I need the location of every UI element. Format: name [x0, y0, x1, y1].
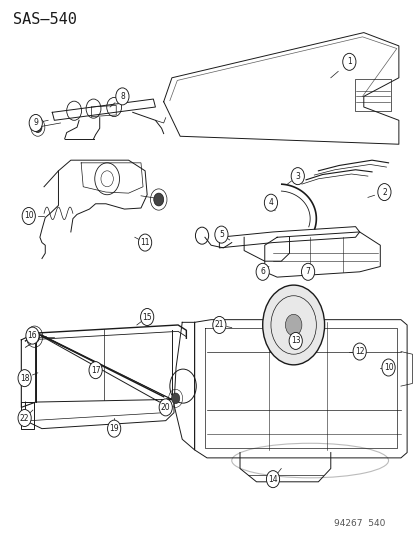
Text: 20: 20 [161, 403, 170, 412]
Text: 6: 6 [260, 268, 264, 276]
Circle shape [342, 53, 355, 70]
Circle shape [18, 409, 31, 426]
Text: 16: 16 [28, 331, 37, 340]
Circle shape [288, 333, 301, 350]
Text: 18: 18 [20, 374, 29, 383]
Text: 21: 21 [214, 320, 223, 329]
Text: 19: 19 [109, 424, 119, 433]
Text: 1: 1 [346, 58, 351, 66]
Circle shape [256, 263, 268, 280]
Circle shape [262, 285, 324, 365]
Circle shape [29, 330, 39, 343]
Text: 5: 5 [218, 230, 223, 239]
Circle shape [89, 362, 102, 378]
Text: 10: 10 [383, 363, 392, 372]
Text: 17: 17 [90, 366, 100, 375]
Circle shape [377, 183, 390, 200]
Text: 13: 13 [290, 336, 300, 345]
Circle shape [26, 327, 39, 344]
Text: 94267  540: 94267 540 [333, 519, 385, 528]
Circle shape [18, 369, 31, 386]
Text: 3: 3 [294, 172, 299, 181]
Text: 7: 7 [305, 268, 310, 276]
Text: 15: 15 [142, 312, 152, 321]
Text: 12: 12 [354, 347, 363, 356]
Circle shape [381, 359, 394, 376]
Text: 8: 8 [120, 92, 124, 101]
Circle shape [159, 399, 172, 416]
Text: 22: 22 [20, 414, 29, 423]
Circle shape [29, 115, 42, 132]
Circle shape [153, 193, 163, 206]
Circle shape [290, 167, 304, 184]
Circle shape [212, 317, 225, 334]
Circle shape [352, 343, 366, 360]
Circle shape [214, 226, 228, 243]
Text: 10: 10 [24, 212, 33, 221]
Text: 14: 14 [268, 475, 277, 483]
Text: SAS–540: SAS–540 [13, 12, 77, 27]
Circle shape [116, 88, 129, 105]
Text: 9: 9 [33, 118, 38, 127]
Circle shape [171, 393, 179, 403]
Circle shape [264, 194, 277, 211]
Circle shape [33, 122, 42, 133]
Circle shape [266, 471, 279, 488]
Text: 2: 2 [381, 188, 386, 197]
Circle shape [301, 263, 314, 280]
Circle shape [22, 207, 35, 224]
Circle shape [107, 420, 121, 437]
Text: 11: 11 [140, 238, 150, 247]
Circle shape [285, 314, 301, 336]
Bar [354, 79, 390, 111]
Circle shape [140, 309, 153, 326]
Circle shape [138, 234, 151, 251]
Text: 4: 4 [268, 198, 273, 207]
